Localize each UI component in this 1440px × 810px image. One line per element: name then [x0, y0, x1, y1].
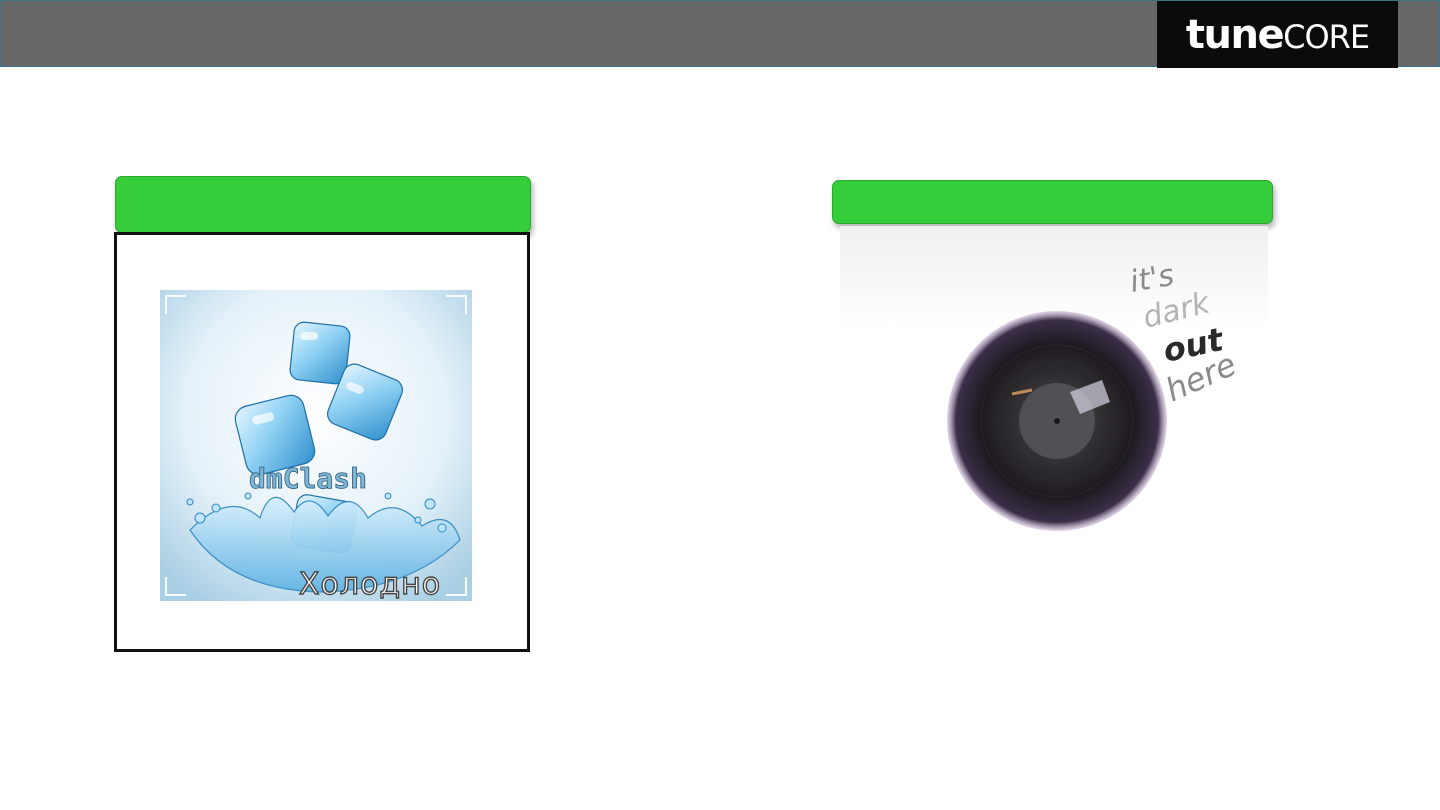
album-art-vinyl: it's dark out here	[947, 258, 1242, 531]
logo-word-core: CORE	[1283, 17, 1370, 56]
handwriting-its: it's	[1127, 258, 1176, 300]
album-title-text: Холодно	[299, 567, 441, 601]
album-artist-text: dmClash	[249, 462, 367, 495]
left-card-header-bar	[115, 176, 531, 233]
logo-word-tune: tune	[1185, 11, 1285, 58]
tunecore-logo[interactable]: tune CORE	[1157, 1, 1398, 68]
right-card-header-bar	[832, 180, 1273, 224]
album-art-holodno: dmClash Холодно	[160, 290, 472, 601]
top-header-bar: tune CORE	[0, 0, 1440, 68]
